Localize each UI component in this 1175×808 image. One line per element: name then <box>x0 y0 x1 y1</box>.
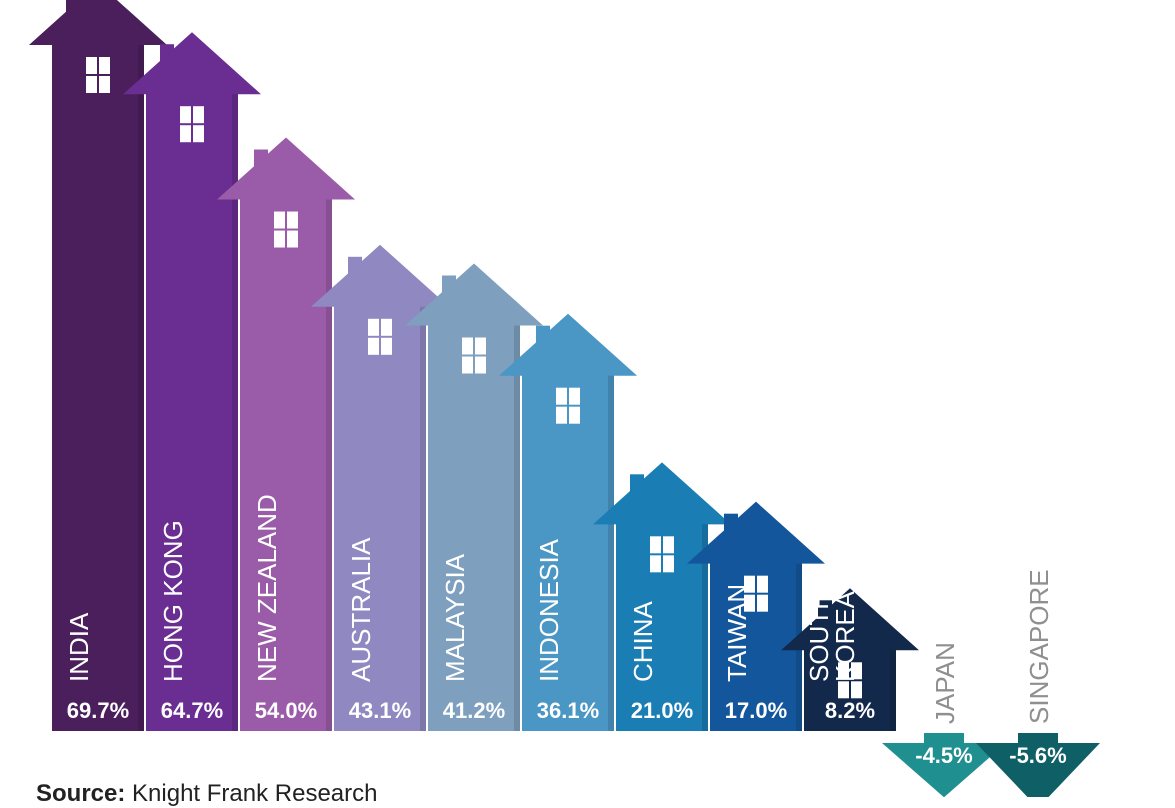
window-icon <box>462 337 486 374</box>
source-prefix: Source: <box>36 780 126 807</box>
house-bar <box>405 263 543 731</box>
window-icon <box>838 662 862 699</box>
window-icon <box>556 387 580 424</box>
value-label: -4.5% <box>915 743 972 768</box>
category-label: TAIWAN <box>722 584 752 682</box>
value-label: 43.1% <box>349 698 411 723</box>
value-label: 64.7% <box>161 698 223 723</box>
category-label: SOUTH <box>804 591 834 682</box>
category-label: MALAYSIA <box>440 553 470 682</box>
house-bar <box>311 244 449 731</box>
category-label: INDIA <box>64 612 94 682</box>
house-bar <box>29 0 167 731</box>
value-label: 41.2% <box>443 698 505 723</box>
window-icon <box>180 106 204 143</box>
category-label: HONG KONG <box>158 520 188 682</box>
value-label: 54.0% <box>255 698 317 723</box>
source-note: Source: Knight Frank Research <box>36 780 377 808</box>
decline-arrow <box>882 733 1006 797</box>
category-label: AUSTRALIA <box>346 537 376 682</box>
decline-arrow <box>976 733 1100 797</box>
category-label: CHINA <box>628 600 658 682</box>
house-bar <box>499 313 637 731</box>
category-label: NEW ZEALAND <box>252 494 282 682</box>
window-icon <box>744 575 768 612</box>
house-bar <box>593 462 731 731</box>
house-bar <box>781 588 919 731</box>
window-icon <box>274 211 298 248</box>
value-label: -5.6% <box>1009 743 1066 768</box>
category-label: SINGAPORE <box>1024 569 1054 724</box>
value-label: 36.1% <box>537 698 599 723</box>
window-icon <box>650 536 674 573</box>
value-label: 69.7% <box>67 698 129 723</box>
category-label: KOREA <box>830 590 860 682</box>
value-label: 8.2% <box>825 698 875 723</box>
window-icon <box>86 57 110 93</box>
value-label: 21.0% <box>631 698 693 723</box>
house-bar <box>217 137 355 732</box>
value-label: 17.0% <box>725 698 787 723</box>
category-label: INDONESIA <box>534 538 564 682</box>
category-label: JAPAN <box>930 642 960 724</box>
window-icon <box>368 318 392 355</box>
source-text: Knight Frank Research <box>132 780 378 807</box>
